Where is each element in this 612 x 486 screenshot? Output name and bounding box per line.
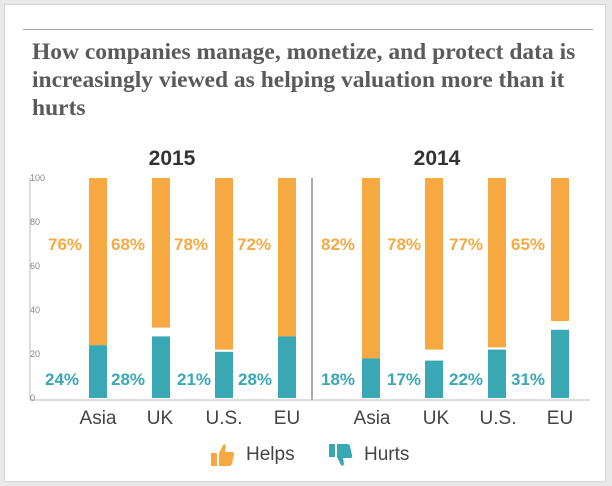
helps-bar (152, 178, 170, 328)
helps-bar (215, 178, 233, 350)
helps-data-label: 78% (387, 235, 421, 254)
hurts-bar (89, 345, 107, 398)
hurts-data-label: 24% (45, 370, 79, 389)
legend-helps-label: Helps (246, 444, 295, 465)
hurts-bar (425, 360, 443, 398)
category-tick-label: Asia (354, 408, 391, 429)
helps-bar (488, 178, 506, 348)
legend-hurts: Hurts (328, 440, 409, 470)
y-tick-label: 80 (30, 217, 40, 227)
y-tick-label: 60 (30, 261, 40, 271)
panel-year-label: 2015 (149, 147, 196, 170)
thumbs-down-icon (329, 444, 353, 466)
helps-bar (551, 178, 569, 321)
y-tick-label: 40 (30, 305, 40, 315)
hurts-bar (362, 358, 380, 398)
panel-year-label: 2014 (414, 147, 461, 170)
helps-data-label: 76% (48, 235, 82, 254)
category-tick-label: UK (423, 408, 450, 429)
helps-data-label: 82% (321, 235, 355, 254)
category-tick-label: EU (274, 408, 300, 429)
legend-hurts-label: Hurts (364, 444, 410, 465)
hurts-bar (215, 351, 233, 398)
category-tick-label: UK (147, 408, 174, 429)
helps-bar (362, 178, 380, 359)
category-tick-label: U.S. (480, 408, 517, 429)
helps-data-label: 72% (237, 235, 271, 254)
category-tick-label: Asia (80, 408, 117, 429)
hurts-data-label: 18% (321, 370, 355, 389)
hurts-bar (278, 336, 296, 398)
hurts-data-label: 31% (511, 370, 545, 389)
hurts-data-label: 22% (449, 370, 483, 389)
helps-data-label: 78% (174, 235, 208, 254)
hurts-data-label: 28% (238, 370, 272, 389)
top-divider (23, 29, 593, 30)
helps-data-label: 65% (511, 235, 545, 254)
hurts-data-label: 17% (387, 370, 421, 389)
hurts-bar (551, 329, 569, 398)
hurts-bar (152, 336, 170, 398)
y-tick-label: 0 (30, 393, 35, 403)
helps-bar (425, 178, 443, 350)
y-tick-label: 20 (30, 349, 40, 359)
hurts-data-label: 21% (177, 370, 211, 389)
category-tick-label: U.S. (206, 408, 243, 429)
hurts-data-label: 28% (111, 370, 145, 389)
category-tick-label: EU (547, 408, 573, 429)
thumbs-up-icon (211, 444, 235, 466)
helps-data-label: 68% (111, 235, 145, 254)
helps-bar (89, 178, 107, 346)
helps-bar (278, 178, 296, 337)
legend-helps: Helps (210, 440, 295, 470)
helps-data-label: 77% (449, 235, 483, 254)
y-tick-label: 100 (30, 173, 45, 183)
hurts-bar (488, 349, 506, 398)
chart-title: How companies manage, monetize, and prot… (32, 39, 576, 121)
